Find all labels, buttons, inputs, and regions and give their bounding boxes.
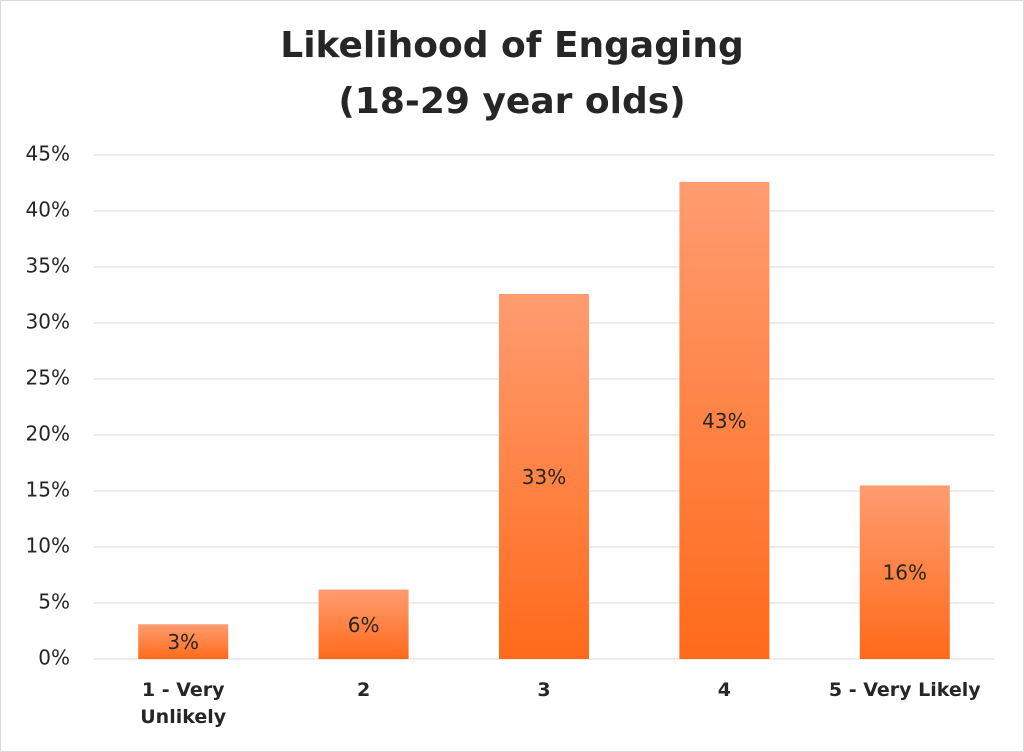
y-tick-label: 45% <box>26 142 70 166</box>
x-tick-label: 1 - Very Unlikely <box>140 679 227 728</box>
y-tick-label: 10% <box>26 534 70 558</box>
data-label: 3% <box>167 630 199 654</box>
chart-title: Likelihood of Engaging (18-29 year olds) <box>280 25 744 122</box>
y-tick-label: 20% <box>26 422 70 446</box>
data-label: 43% <box>702 409 746 433</box>
y-tick-label: 5% <box>38 590 70 614</box>
y-tick-label: 25% <box>26 366 70 390</box>
x-tick-label: 4 <box>717 679 731 701</box>
y-tick-label: 40% <box>26 198 70 222</box>
data-label: 16% <box>883 561 927 585</box>
data-label: 33% <box>522 465 566 489</box>
y-tick-label: 30% <box>26 310 70 334</box>
y-tick-label: 15% <box>26 478 70 502</box>
y-tick-label: 0% <box>38 646 70 670</box>
bar <box>499 293 589 659</box>
x-tick-label: 5 - Very Likely <box>828 679 981 701</box>
x-tick-label: 3 <box>537 679 551 701</box>
bar <box>679 181 770 659</box>
bar <box>138 624 229 659</box>
x-tick-label: 2 <box>356 679 371 701</box>
bar <box>859 485 950 659</box>
y-tick-label: 35% <box>26 254 70 278</box>
data-label: 6% <box>348 613 380 637</box>
bar <box>318 589 409 659</box>
